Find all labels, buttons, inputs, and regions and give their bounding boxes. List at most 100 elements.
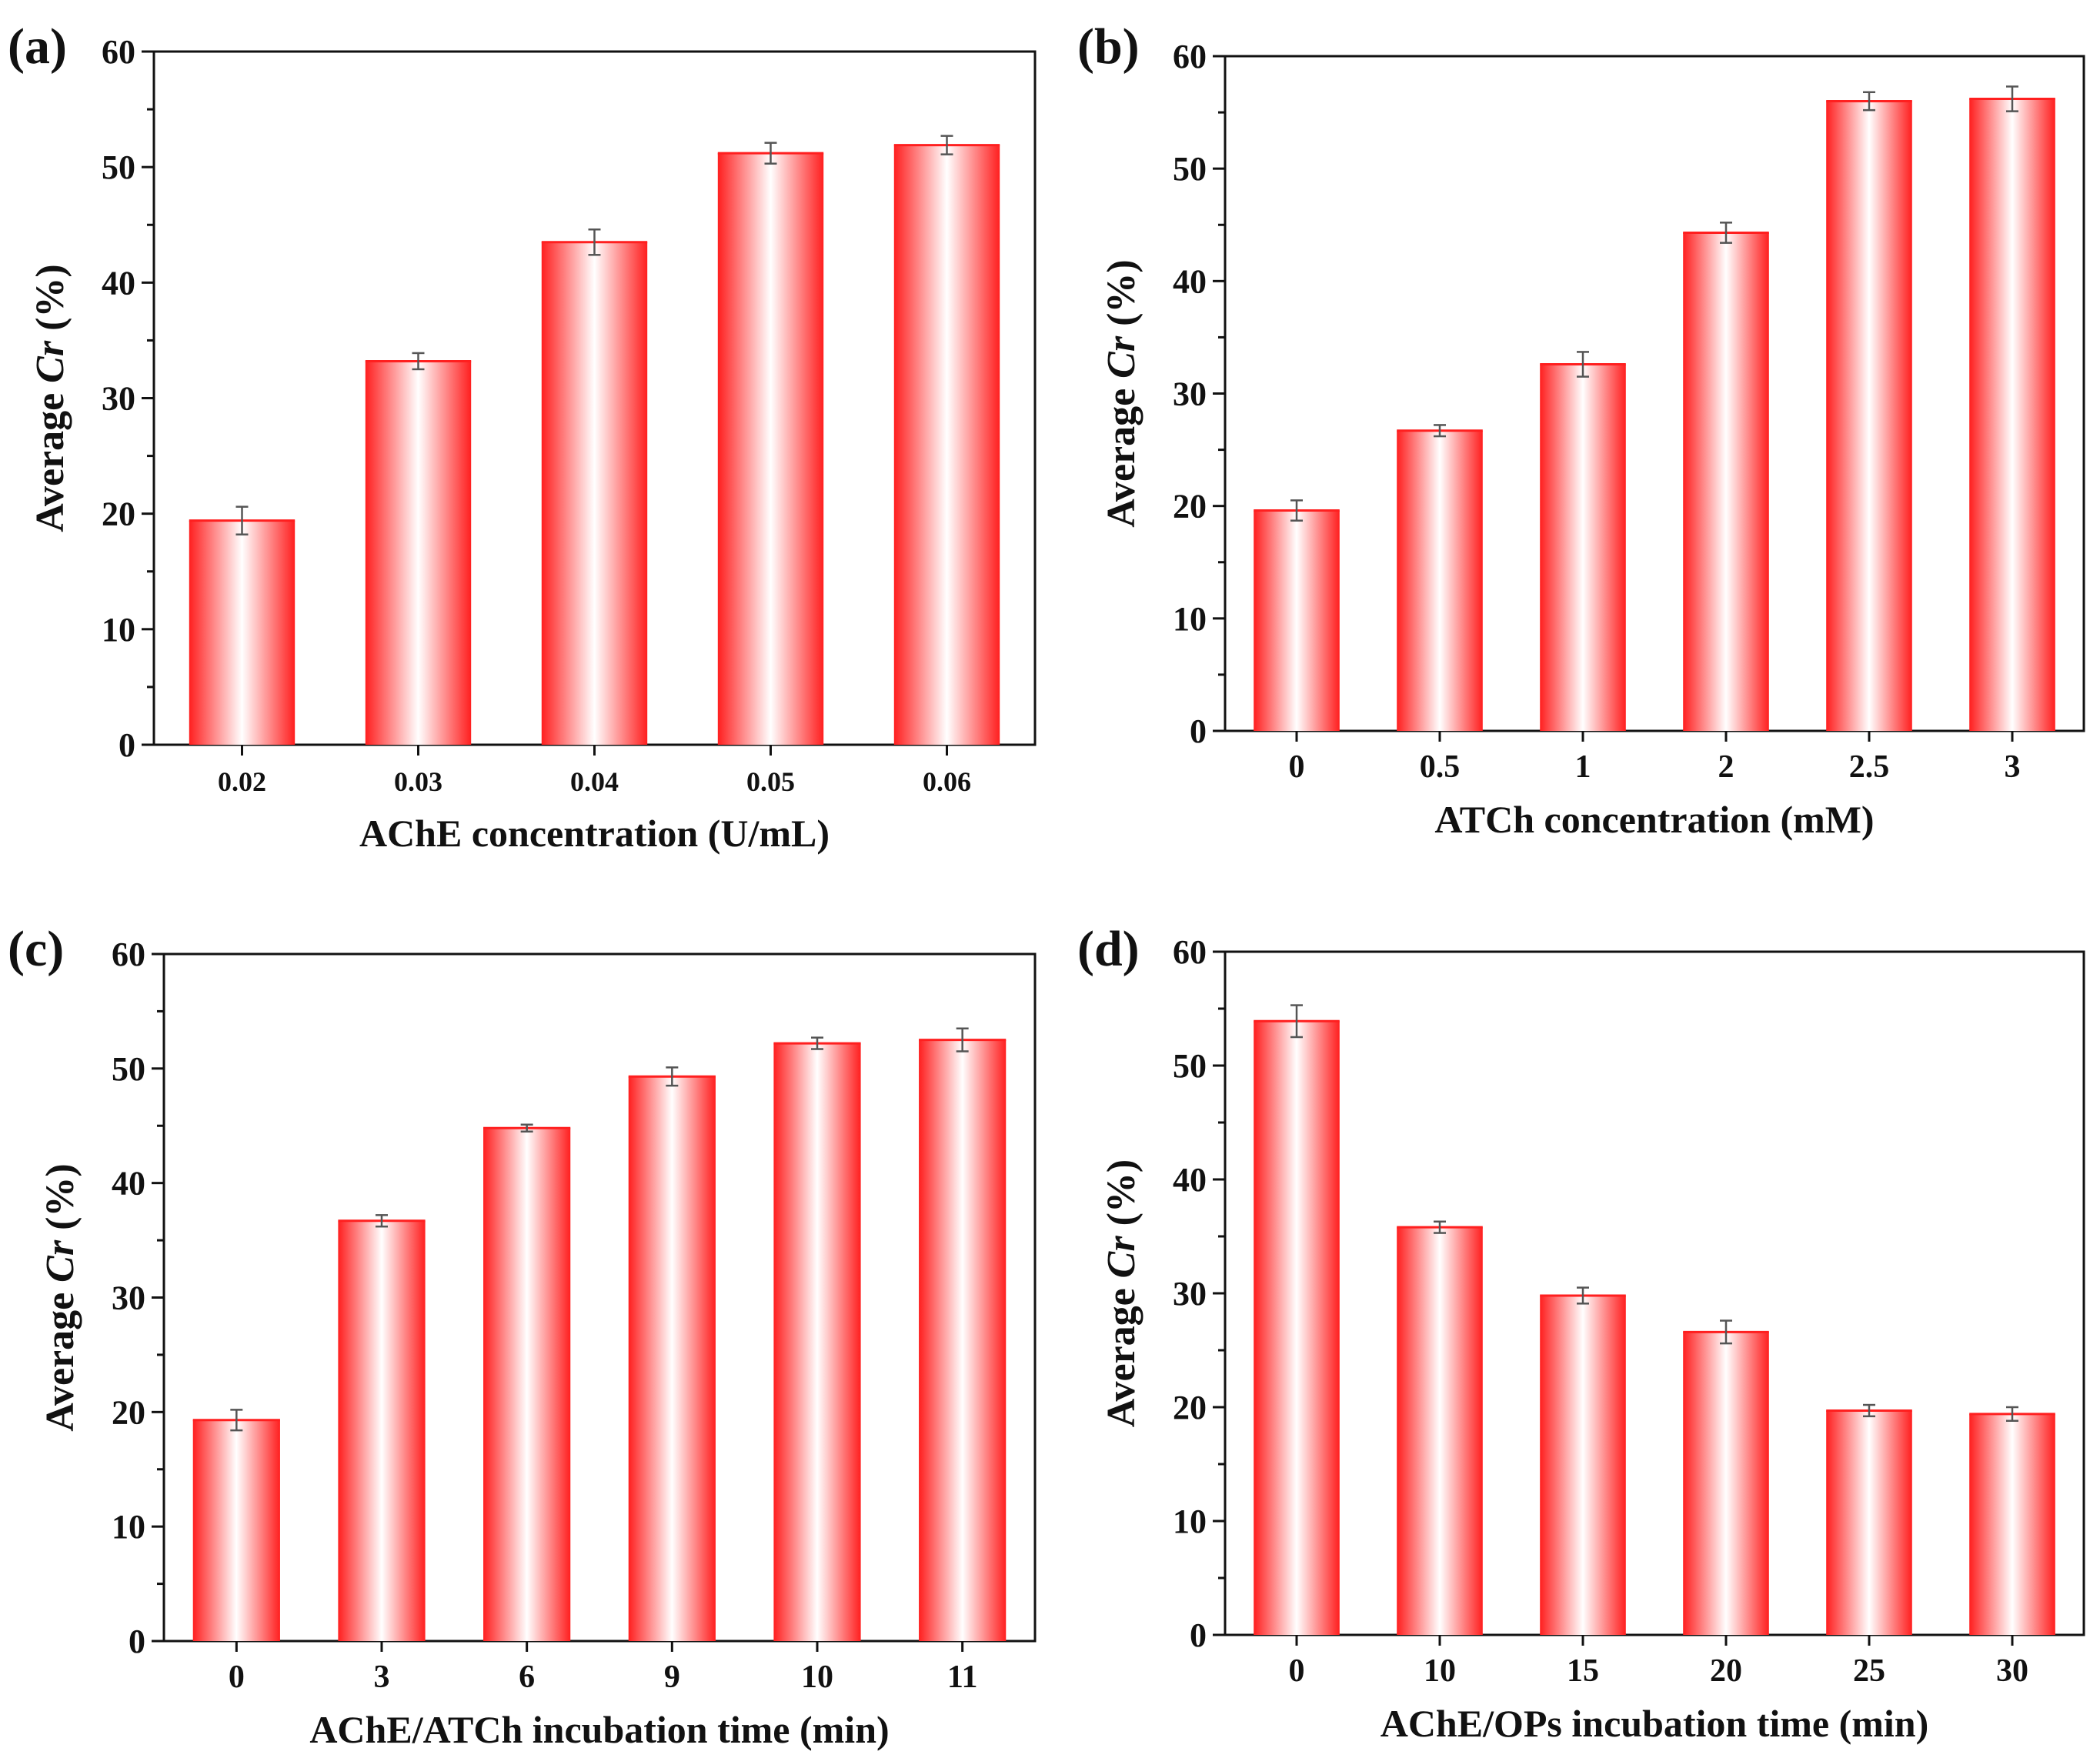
bar (717, 153, 824, 745)
y-axis-title-prefix: Average (28, 383, 72, 532)
y-axis-title-suffix: (%) (1100, 1159, 1143, 1236)
y-tick-label: 20 (102, 495, 135, 533)
bar (628, 1076, 716, 1641)
chart-panel-4: (d) 0 10 20 30 40 50 60 0 10 15 20 25 30 AChE/OPs incu… (1077, 921, 2085, 1745)
bar (1826, 1410, 1912, 1635)
y-tick-label: 50 (1173, 1047, 1207, 1085)
bar (1254, 510, 1340, 731)
y-tick-label: 40 (1173, 1161, 1207, 1199)
bar (1540, 1295, 1626, 1635)
bar (1826, 101, 1912, 731)
x-tick-label: 11 (947, 1660, 978, 1695)
y-axis-title-prefix: Average (1100, 379, 1143, 528)
x-axis-title: AChE concentration (U/mL) (359, 812, 830, 855)
y-tick-label: 50 (112, 1050, 145, 1088)
y-tick-label: 0 (1190, 712, 1207, 750)
x-tick-label: 0 (1289, 1653, 1305, 1689)
x-tick-label: 10 (1424, 1653, 1456, 1689)
x-tick-label: 9 (664, 1660, 680, 1695)
bar (365, 361, 472, 745)
error-bar (1434, 1220, 1446, 1234)
y-tick-label: 40 (1173, 262, 1207, 300)
y-axis-title-italic: Cr (1100, 335, 1143, 379)
y-tick-label: 10 (1173, 600, 1207, 638)
error-bar (1720, 222, 1732, 244)
x-tick-label: 0.02 (218, 766, 266, 797)
bar (1397, 1227, 1483, 1635)
y-tick-label: 0 (119, 726, 135, 764)
x-tick-label: 0 (229, 1660, 245, 1695)
bar (893, 145, 1000, 745)
x-tick-label: 6 (519, 1660, 535, 1695)
x-axis-title: ATCh concentration (mM) (1434, 798, 1874, 841)
y-axis-title-suffix: (%) (28, 264, 72, 341)
x-tick-label: 10 (801, 1660, 833, 1695)
x-tick-label: 0.03 (394, 766, 442, 797)
y-tick-label: 60 (102, 33, 135, 71)
bar (189, 520, 295, 745)
error-bar (666, 1066, 679, 1087)
panel-label: (a) (8, 18, 67, 75)
error-bar (1720, 1319, 1732, 1345)
y-tick-label: 30 (1173, 1275, 1207, 1313)
error-bar (1434, 424, 1446, 438)
error-bar (376, 1214, 388, 1228)
y-tick-label: 50 (102, 148, 135, 186)
bar (1969, 98, 2055, 731)
bar (192, 1419, 280, 1641)
y-tick-label: 60 (112, 936, 145, 973)
bar (1683, 232, 1769, 731)
panel-label: (b) (1077, 18, 1140, 75)
y-axis-title: Average Cr (%) (38, 1163, 82, 1432)
chart-panel-1: (a) 0 10 20 30 40 50 60 0.02 0.03 0.04 0.05 0.06 AChE… (8, 18, 1037, 855)
x-tick-label: 2 (1718, 749, 1734, 785)
bar (541, 242, 648, 745)
x-tick-label: 0 (1289, 749, 1305, 785)
error-bar (230, 1409, 243, 1432)
error-bar (956, 1027, 969, 1052)
bar (338, 1220, 426, 1641)
error-bar (2006, 1406, 2018, 1423)
y-tick-label: 30 (112, 1279, 145, 1317)
error-bar (1290, 499, 1303, 522)
x-tick-label: 15 (1567, 1653, 1599, 1689)
chart-panel-3: (c) 0 10 20 30 40 50 60 0 3 6 9 10 11 AChE/ATCh incuba… (8, 921, 1037, 1751)
bar (773, 1043, 861, 1641)
y-tick-label: 10 (1173, 1503, 1207, 1540)
error-bar (811, 1036, 823, 1050)
bar (919, 1039, 1007, 1641)
bar (1254, 1021, 1340, 1635)
error-bar (1863, 91, 1875, 112)
bar (1540, 364, 1626, 731)
y-axis-title: Average Cr (%) (1100, 1159, 1143, 1428)
y-axis-title-italic: Cr (28, 340, 72, 383)
y-tick-label: 60 (1173, 933, 1207, 971)
y-axis-title-prefix: Average (1100, 1278, 1143, 1427)
x-tick-label: 0.05 (746, 766, 795, 797)
panel-label: (d) (1077, 921, 1140, 977)
y-tick-label: 40 (112, 1165, 145, 1203)
bar (1683, 1332, 1769, 1635)
x-axis-title: AChE/OPs incubation time (min) (1381, 1702, 1929, 1745)
bar (1397, 430, 1483, 731)
x-tick-label: 0.04 (570, 766, 619, 797)
error-bar (520, 1123, 533, 1133)
y-tick-label: 0 (1190, 1616, 1207, 1654)
error-bar (1290, 1004, 1303, 1039)
error-bar (1577, 1286, 1589, 1305)
x-tick-label: 30 (1996, 1653, 2028, 1689)
x-tick-label: 20 (1710, 1653, 1742, 1689)
x-tick-label: 0.5 (1420, 749, 1461, 785)
bar (1969, 1413, 2055, 1635)
panel-label: (c) (8, 921, 64, 977)
y-tick-label: 20 (1173, 488, 1207, 525)
y-axis-title: Average Cr (%) (1100, 259, 1143, 528)
error-bar (1863, 1403, 1875, 1418)
y-tick-label: 20 (1173, 1389, 1207, 1426)
x-tick-label: 25 (1853, 1653, 1885, 1689)
y-tick-label: 30 (1173, 375, 1207, 413)
x-tick-label: 1 (1575, 749, 1591, 785)
y-axis-title: Average Cr (%) (28, 264, 72, 532)
error-bar (412, 352, 425, 371)
